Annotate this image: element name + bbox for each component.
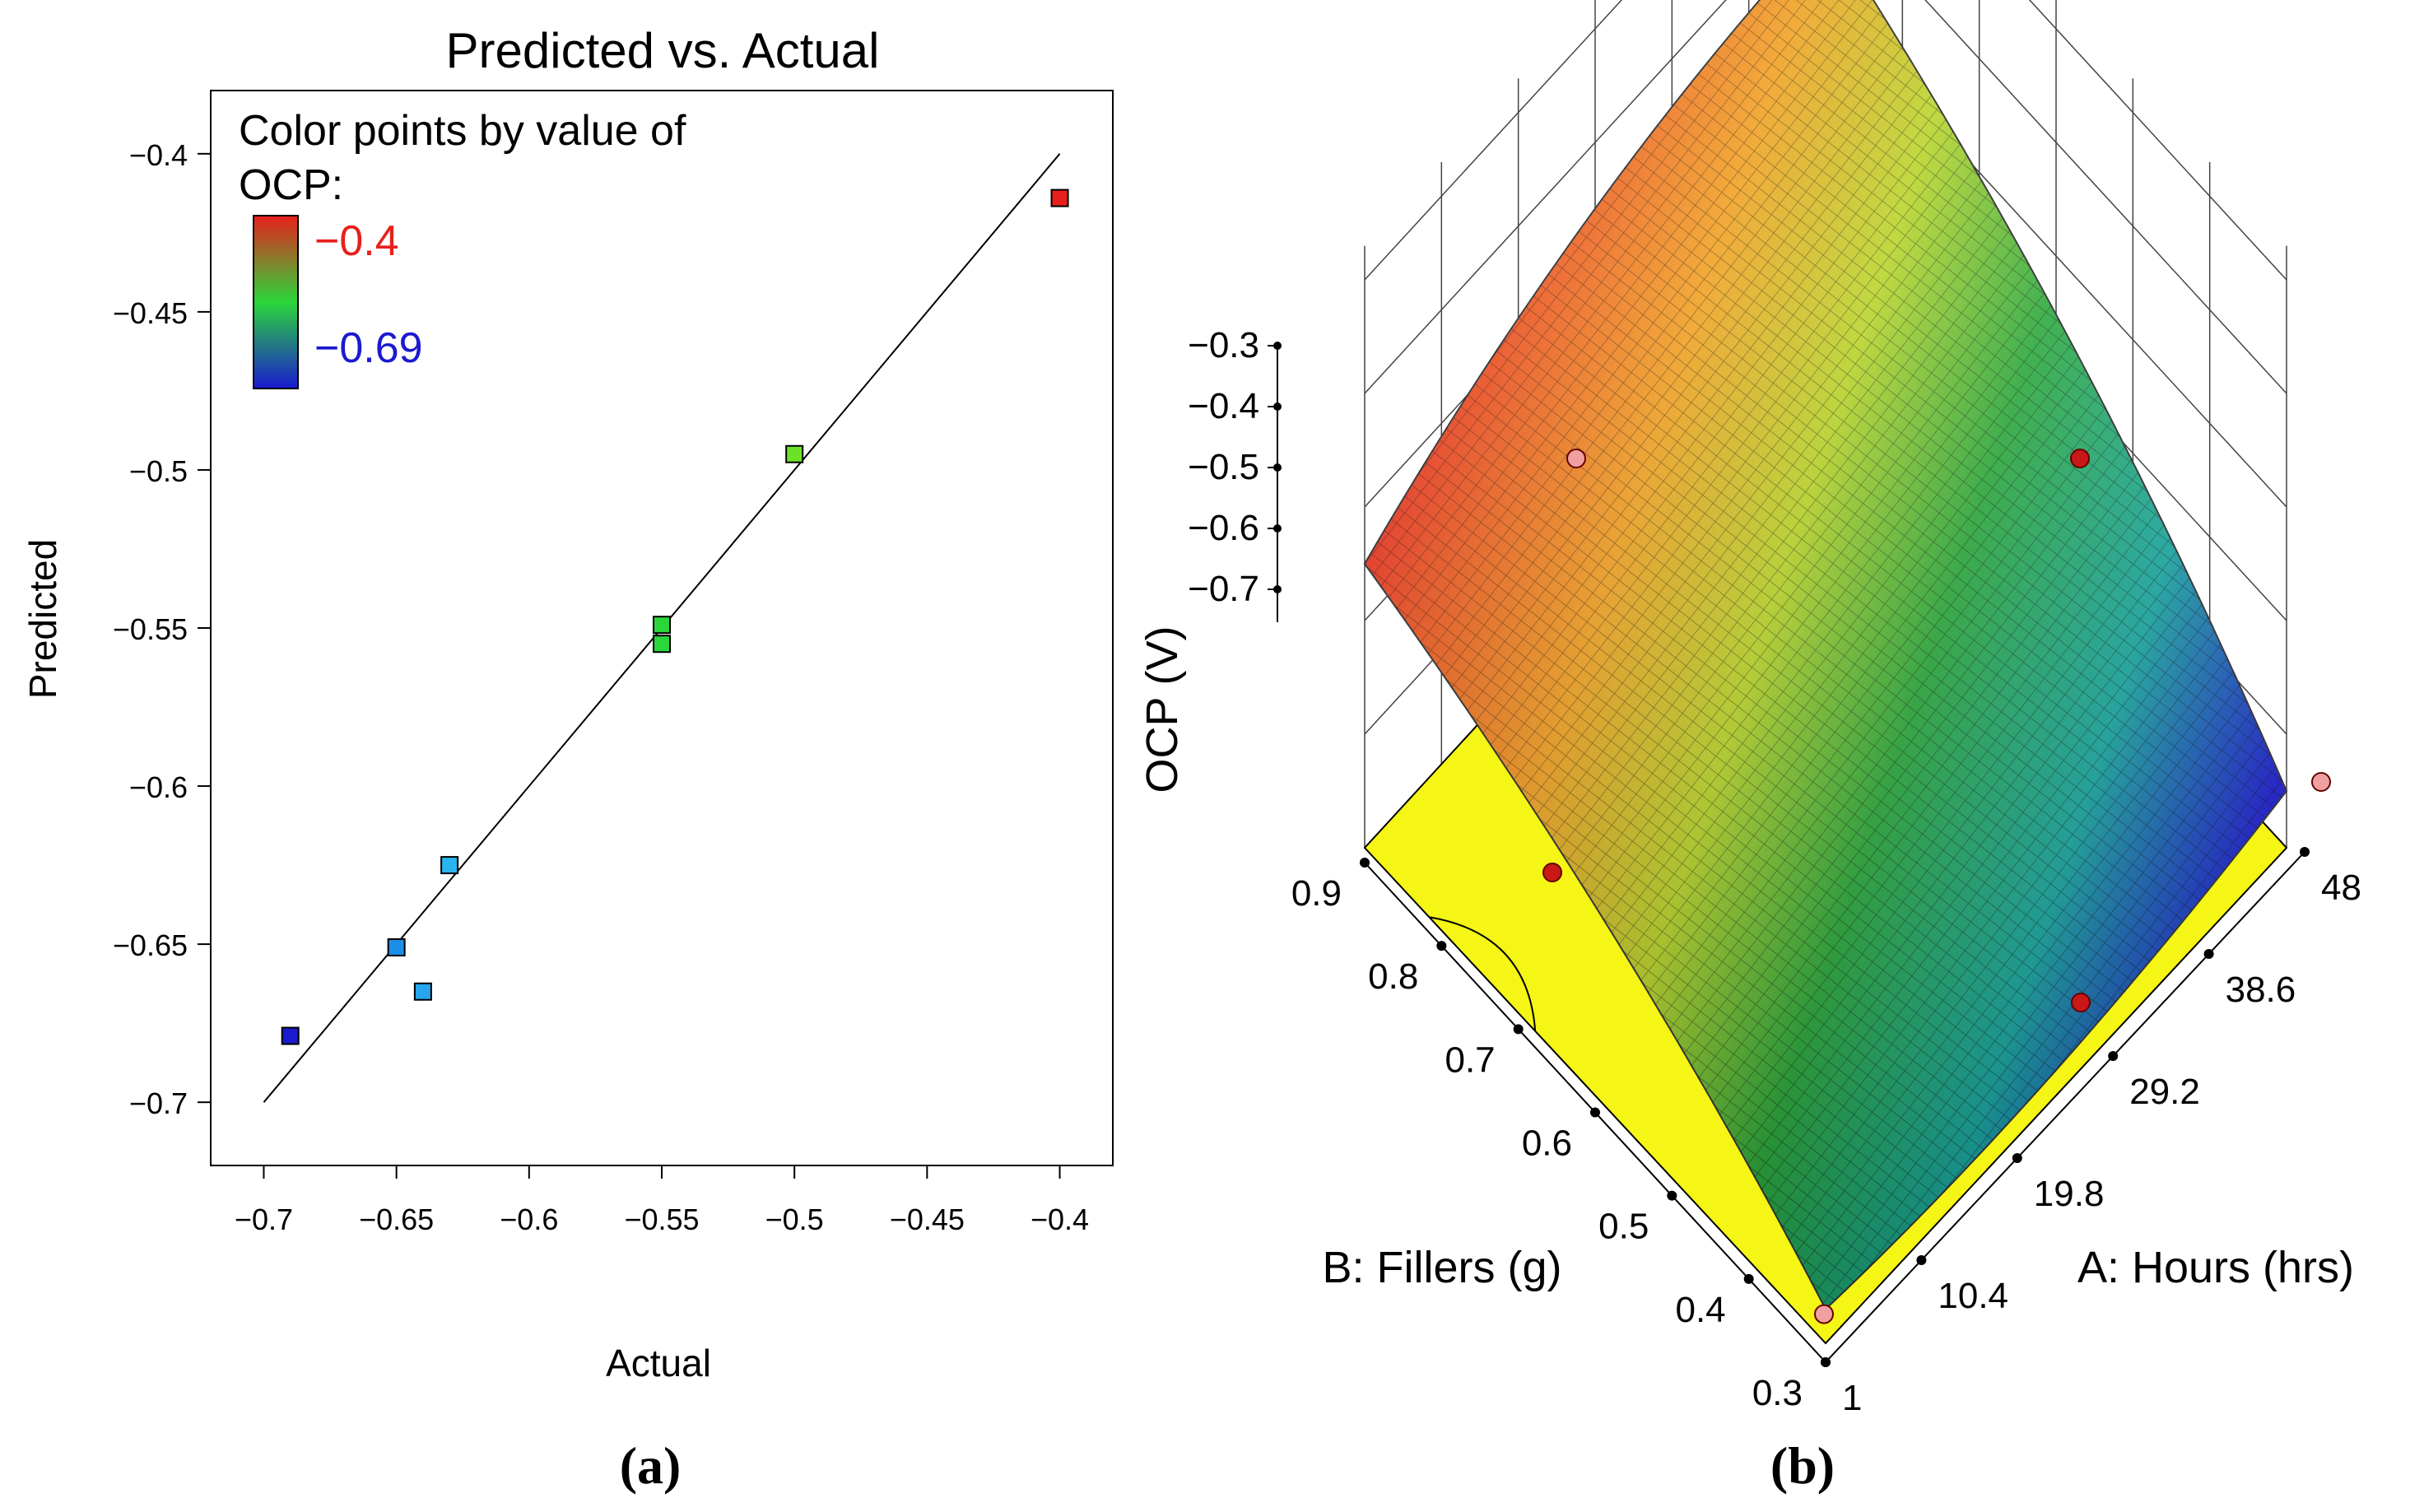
hours-tick-label: 48 (2321, 868, 2361, 908)
x-tick-label: −0.65 (359, 1203, 434, 1236)
chart-b-fillers-axis: 0.3 0.4 0.5 0.6 0.7 0.8 0.9 (1291, 858, 1831, 1413)
data-point (1050, 188, 1069, 207)
x-tick-label: −0.45 (890, 1203, 965, 1236)
z-tick-label: −0.5 (1188, 447, 1259, 487)
design-point-marker (1814, 1304, 1834, 1324)
z-tick-dot (1273, 463, 1282, 472)
chart-a-y-axis: −0.4 −0.45 −0.5 −0.55 −0.6 −0.65 −0.7 (113, 138, 211, 1120)
design-point-marker (1542, 863, 1562, 882)
y-tick-label: −0.6 (129, 770, 188, 804)
hours-tick-label: 29.2 (2129, 1072, 2200, 1112)
data-point (387, 937, 406, 956)
fillers-tick-dot (1667, 1190, 1677, 1201)
panel-label-b: (b) (1770, 1436, 1835, 1495)
wall-grid-line (1364, 0, 1623, 281)
x-tick-label: −0.7 (235, 1203, 293, 1236)
z-tick-label: −0.3 (1188, 325, 1259, 365)
hours-tick-label: 38.6 (2226, 970, 2296, 1010)
hours-tick-dot (1916, 1255, 1927, 1265)
data-point (785, 444, 804, 463)
hours-tick-dot (2300, 847, 2310, 857)
data-point (440, 856, 459, 875)
hours-axis-line (1825, 851, 2305, 1363)
legend-title-line2: OCP: (239, 161, 343, 209)
z-tick-dot (1273, 585, 1282, 593)
z-tick-dot (1273, 402, 1282, 411)
hours-tick-dot (2108, 1051, 2119, 1061)
fillers-tick-label: 0.3 (1752, 1373, 1803, 1413)
x-tick-label: −0.6 (500, 1203, 558, 1236)
chart-a-y-axis-label: Predicted (21, 539, 64, 699)
legend-color-bar (253, 215, 299, 389)
x-tick-label: −0.5 (765, 1203, 824, 1236)
fillers-tick-dot (1360, 858, 1370, 868)
data-point (653, 635, 671, 654)
y-tick-label: −0.55 (113, 612, 188, 646)
z-tick-label: −0.7 (1188, 569, 1259, 609)
fillers-tick-label: 0.5 (1598, 1207, 1649, 1247)
chart-b-z-axis-label: OCP (V) (1138, 626, 1187, 793)
legend-max-label: −0.4 (314, 217, 399, 265)
z-tick-label: −0.4 (1188, 386, 1259, 426)
x-tick-label: −0.55 (624, 1203, 699, 1236)
design-point-marker (2071, 993, 2091, 1012)
y-tick-label: −0.45 (113, 296, 188, 330)
legend-min-label: −0.69 (314, 324, 423, 372)
hours-tick-label: 10.4 (1938, 1276, 2008, 1316)
fillers-tick-label: 0.9 (1291, 873, 1342, 914)
wall-grid-line (1924, 0, 2287, 394)
chart-b-fillers-axis-label: B: Fillers (g) (1322, 1243, 1561, 1292)
design-point-marker (2070, 449, 2090, 468)
chart-a-x-axis: −0.7 −0.65 −0.6 −0.55 −0.5 −0.45 −0.4 (235, 1165, 1089, 1236)
chart-b-hours-axis: 1 10.4 19.8 29.2 38.6 48 (1821, 847, 2361, 1418)
y-tick-label: −0.5 (129, 454, 188, 488)
chart-b-z-axis: −0.3 −0.4 −0.5 −0.6 −0.7 (1188, 325, 1282, 622)
z-tick-dot (1273, 524, 1282, 533)
panel-label-a: (a) (620, 1436, 682, 1495)
fillers-tick-dot (1590, 1107, 1600, 1118)
y-tick-label: −0.7 (129, 1086, 188, 1120)
design-point-marker (2311, 772, 2331, 792)
y-tick-label: −0.65 (113, 928, 188, 962)
fillers-tick-label: 0.7 (1445, 1040, 1495, 1080)
z-tick-dot (1273, 342, 1282, 350)
data-point (281, 1026, 300, 1045)
fillers-tick-dot (1743, 1273, 1754, 1284)
chart-b-surface-shading (1365, 0, 2287, 1310)
fillers-tick-label: 0.6 (1522, 1124, 1572, 1164)
z-tick-label: −0.6 (1188, 508, 1259, 548)
wall-grid-line (1364, 0, 1727, 394)
fillers-tick-dot (1513, 1024, 1524, 1035)
fillers-tick-label: 0.8 (1368, 956, 1418, 997)
chart-b-floor-contour (1429, 916, 1537, 1031)
fillers-tick-label: 0.4 (1675, 1290, 1725, 1330)
wall-grid-line (2028, 0, 2287, 281)
hours-tick-dot (2012, 1153, 2022, 1163)
chart-a-points (281, 188, 1069, 1045)
hours-tick-label: 1 (1842, 1378, 1862, 1418)
fillers-tick-dot (1821, 1357, 1831, 1367)
legend-title-line1: Color points by value of (239, 107, 686, 155)
hours-tick-dot (2203, 949, 2214, 959)
predicted-vs-actual-chart: Predicted vs. Actual −0.4−0.45−0.5−0.55−… (21, 23, 1114, 1495)
x-tick-label: −0.4 (1031, 1203, 1089, 1236)
chart-b-hours-axis-label: A: Hours (hrs) (2077, 1243, 2354, 1292)
chart-a-legend: Color points by value of OCP: −0.4 −0.69 (239, 107, 686, 389)
design-point-marker (1566, 449, 1586, 468)
response-surface-chart: −0.3 −0.4 −0.5 −0.6 −0.7 1 10.4 19.8 29.2 38.6 48… (1138, 0, 2361, 1495)
data-point (653, 616, 671, 635)
fillers-tick-dot (1436, 941, 1447, 951)
y-tick-label: −0.4 (129, 138, 188, 172)
chart-a-title: Predicted vs. Actual (446, 23, 880, 78)
data-point (413, 982, 432, 1001)
chart-b-design-points (1542, 449, 2331, 1324)
chart-a-x-axis-label: Actual (606, 1342, 711, 1384)
hours-tick-label: 19.8 (2034, 1174, 2105, 1214)
